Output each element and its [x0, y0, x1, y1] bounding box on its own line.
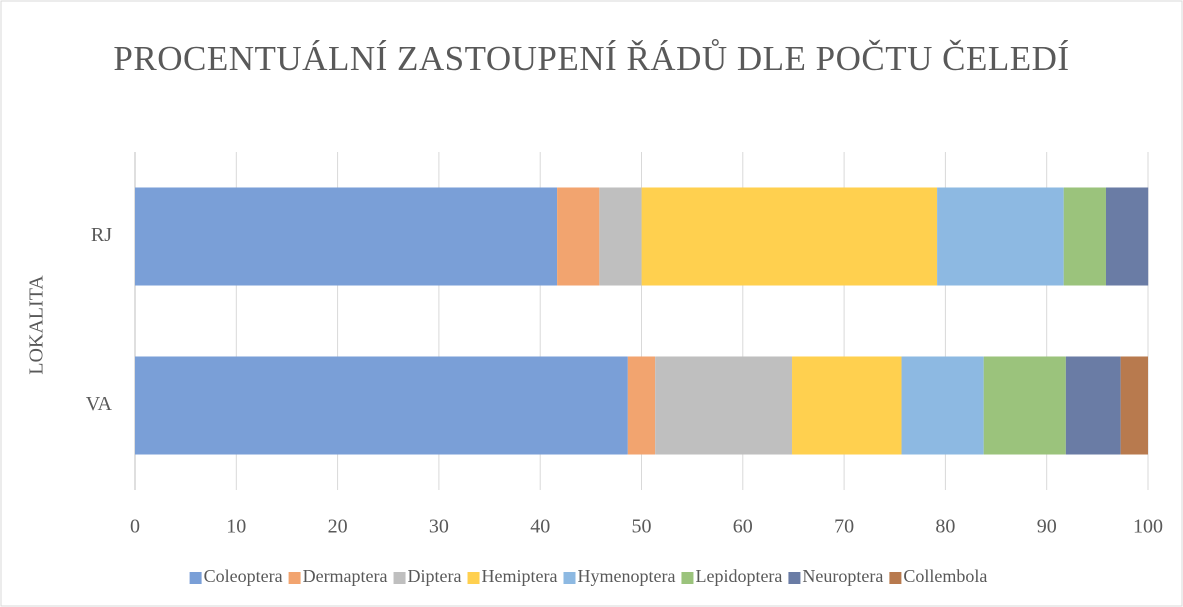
x-tick-label: 90 — [1037, 516, 1057, 538]
legend-swatch — [467, 572, 480, 584]
bar-segment — [1063, 187, 1106, 286]
bar-segment — [135, 356, 628, 455]
bar-segment — [1105, 187, 1149, 286]
legend-swatch — [288, 572, 301, 584]
legend-swatch — [788, 572, 801, 584]
x-tick-label: 40 — [530, 516, 550, 538]
legend-label: Hemiptera — [482, 566, 558, 586]
legend-swatch — [393, 572, 406, 584]
bar-segment — [792, 356, 902, 455]
legend-label: Diptera — [408, 566, 462, 586]
x-tick-label: 50 — [632, 516, 652, 538]
legend-label: Collembola — [903, 566, 987, 586]
bar-segment — [627, 356, 656, 455]
bar-segment — [901, 356, 984, 455]
bar-segment — [641, 187, 938, 286]
x-tick-label: 30 — [429, 516, 449, 538]
bar-segment — [599, 187, 642, 286]
y-tick-label: RJ — [91, 224, 112, 246]
x-tick-label: 60 — [733, 516, 753, 538]
bar-segment — [655, 356, 793, 455]
bar-segment — [557, 187, 600, 286]
legend-swatch — [889, 572, 902, 584]
x-tick-label: 100 — [1133, 516, 1163, 538]
x-tick-label: 10 — [226, 516, 246, 538]
bar-segment — [983, 356, 1066, 455]
bar-segment — [1065, 356, 1121, 455]
x-tick-label: 0 — [130, 516, 140, 538]
y-tick-label: VA — [86, 393, 113, 415]
legend-swatch — [563, 572, 576, 584]
bar-segment — [937, 187, 1064, 286]
legend-swatch — [681, 572, 694, 584]
x-tick-label: 20 — [328, 516, 348, 538]
legend-label: Lepidoptera — [695, 566, 782, 586]
legend-label: Dermaptera — [303, 566, 388, 586]
x-tick-label: 80 — [935, 516, 955, 538]
bar-segment — [1120, 356, 1148, 455]
legend-label: Hymenoptera — [577, 566, 675, 586]
bar-segment — [135, 187, 558, 286]
chart-title: PROCENTUÁLNÍ ZASTOUPENÍ ŘÁDŮ DLE POČTU Č… — [113, 39, 1070, 78]
chart-title-box: PROCENTUÁLNÍ ZASTOUPENÍ ŘÁDŮ DLE POČTU Č… — [0, 38, 1183, 80]
legend-swatch — [189, 572, 202, 584]
legend-label: Coleoptera — [204, 566, 283, 586]
legend-label: Neuroptera — [802, 566, 883, 586]
y-axis-title: LOKALITA — [26, 275, 48, 375]
x-tick-label: 70 — [834, 516, 854, 538]
